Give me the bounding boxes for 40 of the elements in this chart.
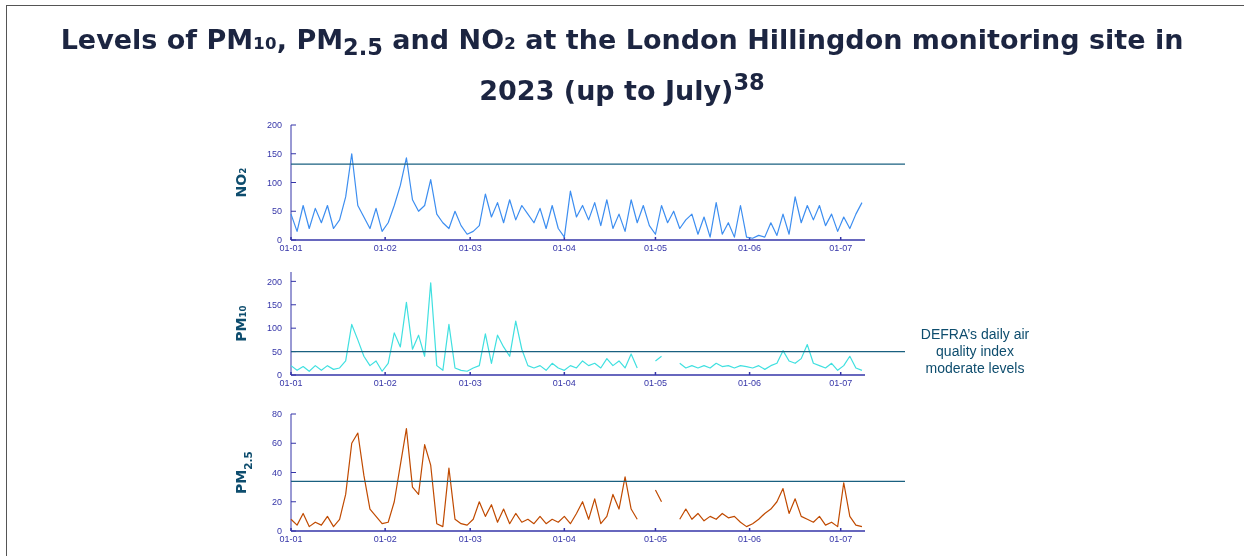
x-tick-label: 01-02 xyxy=(373,534,397,544)
x-tick-label: 01-06 xyxy=(738,243,762,253)
x-tick-label: 01-02 xyxy=(373,378,397,388)
y-tick-label: 40 xyxy=(271,467,282,478)
x-tick-label: 01-04 xyxy=(552,243,576,253)
y-tick-label: 20 xyxy=(271,496,282,507)
x-tick-label: 01-04 xyxy=(552,378,576,388)
x-tick-label: 01-01 xyxy=(279,534,303,544)
y-tick-label: 100 xyxy=(266,323,282,334)
y-tick-label: 200 xyxy=(266,276,282,287)
x-tick-label: 01-03 xyxy=(458,378,482,388)
x-tick-label: 01-01 xyxy=(279,243,303,253)
x-tick-label: 01-03 xyxy=(458,534,482,544)
x-tick-label: 01-07 xyxy=(829,243,853,253)
y-tick-label: 100 xyxy=(266,177,282,188)
y-tick-label: 80 xyxy=(271,409,282,420)
x-tick-label: 01-03 xyxy=(458,243,482,253)
y-tick-label: 60 xyxy=(271,438,282,449)
x-tick-label: 01-01 xyxy=(279,378,303,388)
x-tick-label: 01-04 xyxy=(552,534,576,544)
y-tick-label: 150 xyxy=(266,148,282,159)
y-tick-label: 0 xyxy=(276,235,282,246)
y-tick-label: 0 xyxy=(276,526,282,537)
x-tick-label: 01-07 xyxy=(829,534,853,544)
y-tick-label: 50 xyxy=(271,206,282,217)
x-tick-label: 01-07 xyxy=(829,378,853,388)
y-axis-title: NO₂ xyxy=(233,167,249,198)
y-tick-label: 50 xyxy=(271,346,282,357)
x-tick-label: 01-06 xyxy=(738,378,762,388)
y-tick-label: 200 xyxy=(266,120,282,131)
ref-line-label: DEFRA’s daily air quality index moderate levels xyxy=(920,326,1030,377)
x-tick-label: 01-05 xyxy=(643,378,667,388)
x-tick-label: 01-02 xyxy=(373,243,397,253)
y-tick-label: 0 xyxy=(276,370,282,381)
y-tick-label: 150 xyxy=(266,299,282,310)
x-tick-label: 01-05 xyxy=(643,243,667,253)
chart-title: Levels of PM₁₀, PM$_{2.5}$ and NO₂ at the London Hillingdon monitoring site in 2023 (up to July)$^{38}$ xyxy=(59,23,1185,109)
y-axis-title: PM₁₀ xyxy=(233,305,249,342)
x-tick-label: 01-06 xyxy=(738,534,762,544)
x-tick-label: 01-05 xyxy=(643,534,667,544)
